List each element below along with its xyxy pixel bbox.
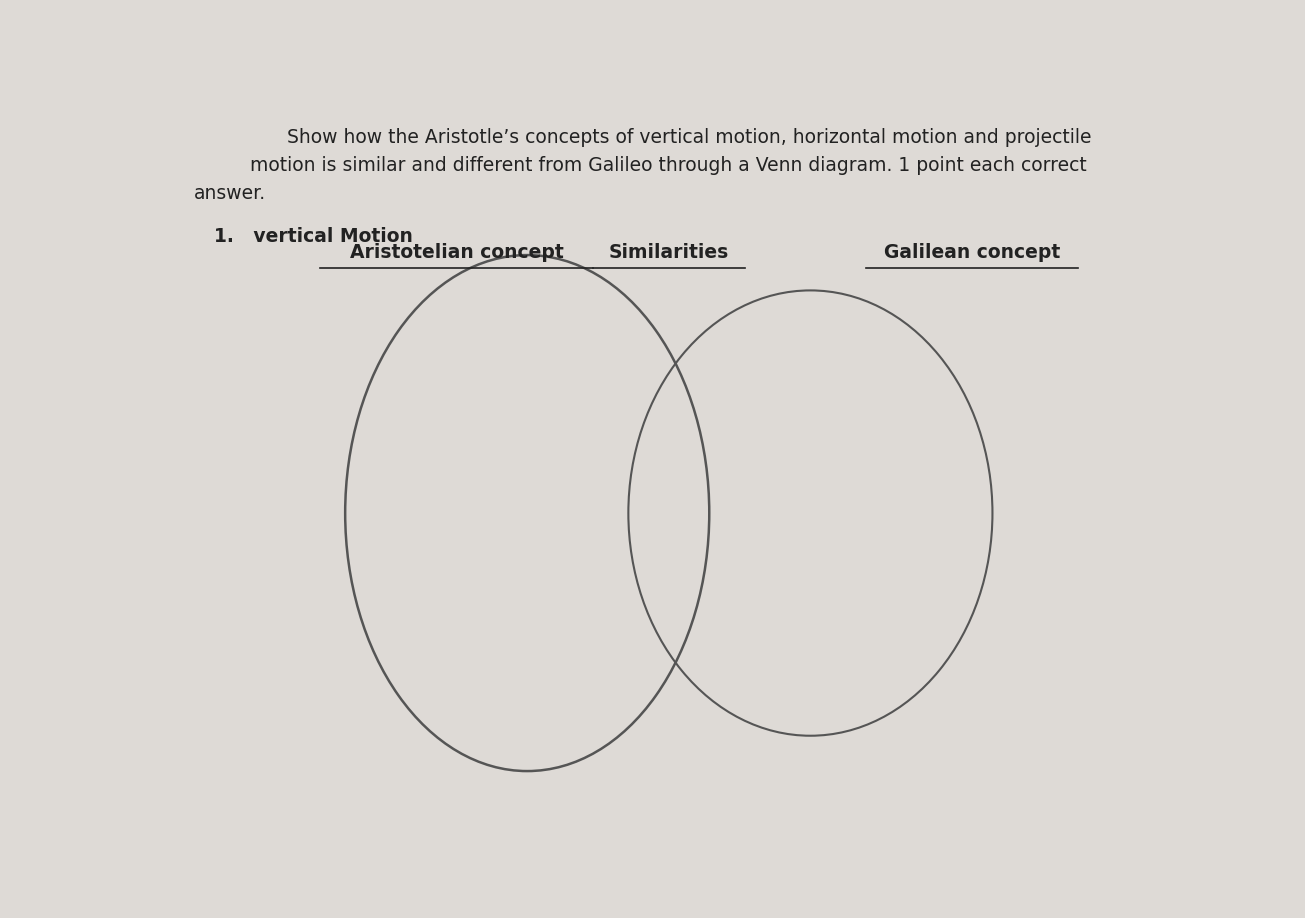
Text: Aristotelian concept: Aristotelian concept (350, 243, 564, 263)
Text: Galilean concept: Galilean concept (883, 243, 1061, 263)
Text: answer.: answer. (193, 185, 266, 204)
Text: Show how the Aristotle’s concepts of vertical motion, horizontal motion and proj: Show how the Aristotle’s concepts of ver… (287, 128, 1091, 147)
Text: 1.   vertical Motion: 1. vertical Motion (214, 227, 412, 246)
Text: motion is similar and different from Galileo through a Venn diagram. 1 point eac: motion is similar and different from Gal… (251, 156, 1087, 175)
Text: Similarities: Similarities (608, 243, 729, 263)
